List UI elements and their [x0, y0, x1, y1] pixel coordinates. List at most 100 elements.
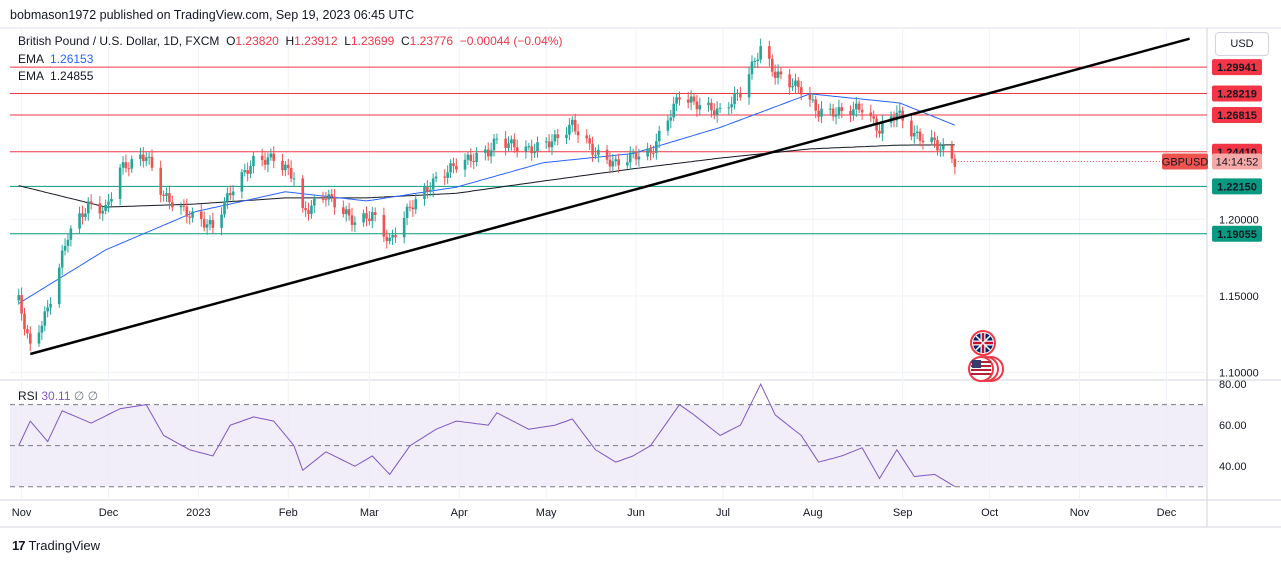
candle-body: [547, 141, 551, 148]
ema-slow-value: 1.24855: [50, 69, 94, 83]
candle-body: [434, 176, 438, 179]
candle-body: [443, 176, 447, 178]
candle-body: [849, 111, 852, 116]
us-flag-icon[interactable]: [968, 356, 994, 382]
ema-slow-legend[interactable]: EMA 1.24855: [18, 69, 93, 83]
candle-body: [333, 196, 336, 208]
candle-body: [28, 333, 32, 344]
price-labels: 1.299411.282191.268151.244101.221501.190…: [954, 59, 1262, 242]
candle-body: [773, 71, 777, 78]
rsi-na-2: ∅: [87, 389, 99, 403]
candle-body: [698, 105, 702, 110]
candle-body: [860, 109, 864, 113]
rsi-legend[interactable]: RSI 30.11 ∅ ∅: [18, 389, 98, 403]
horizontal-levels[interactable]: [10, 66, 1207, 235]
candle-body: [588, 138, 591, 144]
candle-body: [385, 236, 389, 242]
us-flag-graphic: [971, 359, 991, 379]
candle-body: [689, 96, 693, 103]
candle-body: [101, 210, 105, 214]
candle-body: [921, 140, 925, 143]
candle-body: [310, 205, 313, 214]
candle-body: [159, 167, 163, 195]
close-label: C: [400, 34, 410, 48]
candle-body: [368, 218, 371, 221]
candle-body: [594, 154, 597, 156]
trendline[interactable]: [29, 37, 1190, 356]
candle-body: [165, 193, 168, 196]
currency-button[interactable]: USD: [1215, 32, 1269, 56]
candle-body: [852, 109, 855, 116]
candle-body: [475, 152, 478, 162]
candle-body: [347, 209, 351, 216]
candle-body: [78, 213, 81, 229]
candle-body: [139, 154, 142, 160]
candle-body: [794, 80, 797, 86]
candle-body: [675, 97, 678, 104]
candle-body: [733, 93, 736, 105]
candle-body: [20, 295, 23, 314]
candle-body: [820, 108, 823, 117]
candle-body: [69, 228, 73, 240]
candle-body: [507, 143, 510, 148]
candle-body: [953, 158, 957, 167]
candle-body: [678, 97, 681, 100]
x-tick-label: Nov: [1070, 507, 1090, 519]
candle-body: [840, 107, 844, 112]
candle-body: [266, 157, 270, 165]
candle-body: [382, 214, 386, 237]
ema-fast-label: EMA: [18, 52, 44, 66]
candle-body: [857, 103, 861, 110]
candle-body: [402, 217, 406, 238]
candle-body: [199, 211, 203, 220]
candle-body: [799, 87, 803, 95]
candle-body: [43, 311, 47, 326]
ema-fast-legend[interactable]: EMA 1.26153: [18, 52, 93, 66]
candle-body: [686, 99, 690, 103]
footer-brand[interactable]: 17 TradingView: [12, 538, 100, 553]
candle-body: [657, 130, 661, 142]
trendline-line: [29, 37, 1190, 356]
candle-body: [423, 187, 426, 200]
candle-body: [168, 193, 171, 203]
close-value: 1.23776: [409, 34, 454, 48]
candle-body: [327, 194, 331, 200]
candle-body: [631, 151, 635, 153]
candle-body: [240, 172, 244, 192]
level-label-bg: [1212, 59, 1262, 76]
candle-body: [715, 108, 719, 116]
candle-body: [831, 108, 835, 117]
candle-body: [179, 205, 183, 208]
candle-body: [408, 206, 412, 208]
x-tick-label: Feb: [279, 507, 298, 519]
candle-body: [712, 110, 716, 116]
candle-body: [286, 164, 290, 169]
candle-body: [107, 201, 110, 205]
candle-body: [770, 58, 774, 72]
candle-body: [817, 110, 820, 117]
rsi-series-line: [18, 382, 956, 487]
candle-body: [272, 153, 276, 161]
candle-body: [373, 212, 377, 215]
candle-body: [17, 295, 20, 301]
candle-body: [828, 108, 832, 110]
ema-slow-label: EMA: [18, 69, 44, 83]
candle-body: [736, 92, 739, 94]
level-label: 1.26815: [1217, 110, 1257, 122]
candle-body: [370, 212, 374, 221]
candle-body: [941, 145, 945, 150]
candle-body: [144, 157, 148, 162]
gb-flag-icon[interactable]: [970, 330, 996, 356]
candle-body: [727, 107, 731, 109]
candle-body: [205, 224, 209, 228]
candle-body: [414, 199, 418, 210]
candle-body: [98, 203, 102, 214]
countdown-label: 14:14:52: [1216, 156, 1259, 168]
candle-body: [86, 201, 90, 214]
candle-body: [104, 204, 107, 211]
candle-body: [202, 219, 206, 228]
level-label: 1.29941: [1217, 62, 1257, 74]
ema-slow-line: [18, 144, 955, 208]
candle-body: [81, 213, 84, 217]
